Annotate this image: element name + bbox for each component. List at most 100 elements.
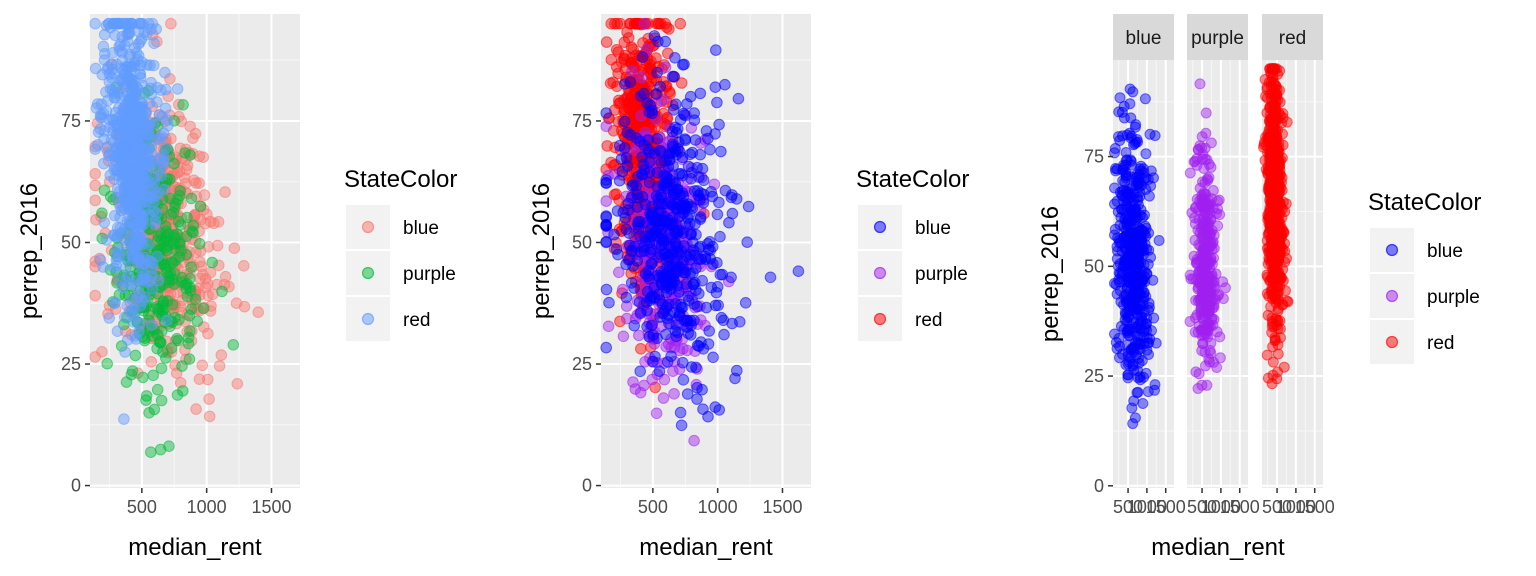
data-point-red (98, 157, 110, 170)
data-point-blue (718, 328, 730, 341)
data-point-blue (742, 200, 755, 213)
data-point-red (152, 274, 165, 287)
data-point-blue (193, 373, 206, 386)
data-point-red (132, 38, 145, 50)
data-point-red (600, 36, 613, 48)
data-point-red (1272, 366, 1284, 378)
data-point-blue (1124, 98, 1136, 110)
data-point-blue (219, 186, 231, 198)
data-point-blue (1127, 418, 1139, 430)
data-point-red (108, 262, 121, 275)
y-tick-label: 75 (1084, 147, 1104, 167)
data-point-red (134, 139, 147, 152)
data-point-red (142, 129, 155, 142)
data-point-blue (655, 239, 668, 252)
data-point-purple (635, 71, 648, 84)
data-point-red (625, 41, 638, 54)
data-point-purple (193, 238, 206, 250)
data-point-red (109, 29, 121, 42)
data-point-purple (184, 272, 196, 285)
data-point-red (613, 94, 625, 107)
data-point-red (1268, 179, 1280, 191)
data-point-red (1273, 222, 1284, 233)
data-point-blue (178, 171, 191, 184)
data-point-purple (1205, 137, 1217, 149)
data-point-purple (96, 207, 108, 219)
data-point-blue (1122, 369, 1134, 381)
y-tick-label: 50 (572, 232, 592, 252)
data-point-purple (194, 200, 207, 213)
data-point-red (1266, 72, 1278, 84)
data-point-blue (677, 374, 690, 386)
data-point-red (1270, 195, 1282, 207)
data-point-blue (693, 242, 705, 254)
data-point-blue (651, 166, 663, 179)
data-point-blue (651, 66, 663, 79)
legend-key-point (361, 220, 375, 234)
data-point-purple (185, 303, 198, 316)
data-point-blue (715, 145, 727, 158)
legend-label: red (403, 310, 430, 331)
data-point-blue (252, 306, 265, 319)
data-point-blue (1126, 214, 1138, 226)
data-point-red (1270, 89, 1282, 101)
data-point-blue (627, 260, 639, 272)
data-point-blue (230, 297, 243, 310)
legend-title: StateColor (856, 166, 969, 193)
data-point-red (118, 17, 131, 30)
data-point-purple (1205, 161, 1217, 173)
data-point-blue (1132, 386, 1144, 398)
data-point-blue (646, 107, 659, 120)
legend-label: purple (403, 264, 456, 285)
data-point-purple (1196, 142, 1208, 154)
data-point-blue (792, 265, 805, 278)
data-point-blue (670, 330, 683, 343)
data-point-blue (187, 132, 199, 144)
data-point-blue (620, 291, 633, 304)
data-point-blue (202, 373, 214, 386)
data-point-blue (656, 298, 669, 311)
legend-key-point (1385, 289, 1399, 303)
data-point-blue (203, 393, 215, 405)
data-point-blue (162, 90, 174, 103)
data-point-blue (690, 361, 702, 374)
data-point-blue (145, 356, 158, 368)
x-axis-title: median_rent (639, 534, 773, 561)
data-point-blue (1120, 147, 1132, 158)
data-point-blue (675, 419, 688, 432)
data-point-purple (183, 309, 196, 322)
data-point-red (128, 309, 140, 322)
data-point-blue (648, 30, 661, 42)
data-point-blue (1135, 180, 1147, 191)
data-point-blue (228, 242, 241, 254)
data-point-red (148, 37, 160, 50)
data-point-red (156, 159, 168, 171)
data-point-blue (96, 346, 108, 358)
legend-key-point (361, 312, 375, 326)
data-point-purple (688, 434, 700, 447)
data-point-red (114, 222, 127, 234)
facet-strip-label: purple (1191, 28, 1244, 49)
legend-key-point (1385, 243, 1399, 257)
data-point-blue (600, 218, 613, 231)
x-axis-title: median_rent (128, 534, 262, 561)
data-point-red (118, 413, 130, 425)
data-point-blue (600, 341, 613, 354)
data-point-blue (600, 176, 613, 189)
y-tick-label: 0 (1094, 476, 1104, 496)
data-point-blue (1109, 229, 1120, 241)
data-point-blue (1149, 379, 1161, 391)
data-point-blue (669, 52, 681, 64)
y-tick-label: 50 (61, 232, 81, 252)
data-point-purple (120, 376, 133, 388)
data-point-red (112, 244, 124, 256)
data-point-red (111, 325, 124, 338)
data-point-red (149, 218, 161, 231)
data-point-blue (682, 327, 695, 340)
data-point-purple (1200, 127, 1212, 139)
data-point-purple (677, 342, 689, 355)
data-point-red (674, 17, 687, 30)
data-point-blue (1114, 92, 1126, 104)
data-point-purple (101, 357, 113, 370)
